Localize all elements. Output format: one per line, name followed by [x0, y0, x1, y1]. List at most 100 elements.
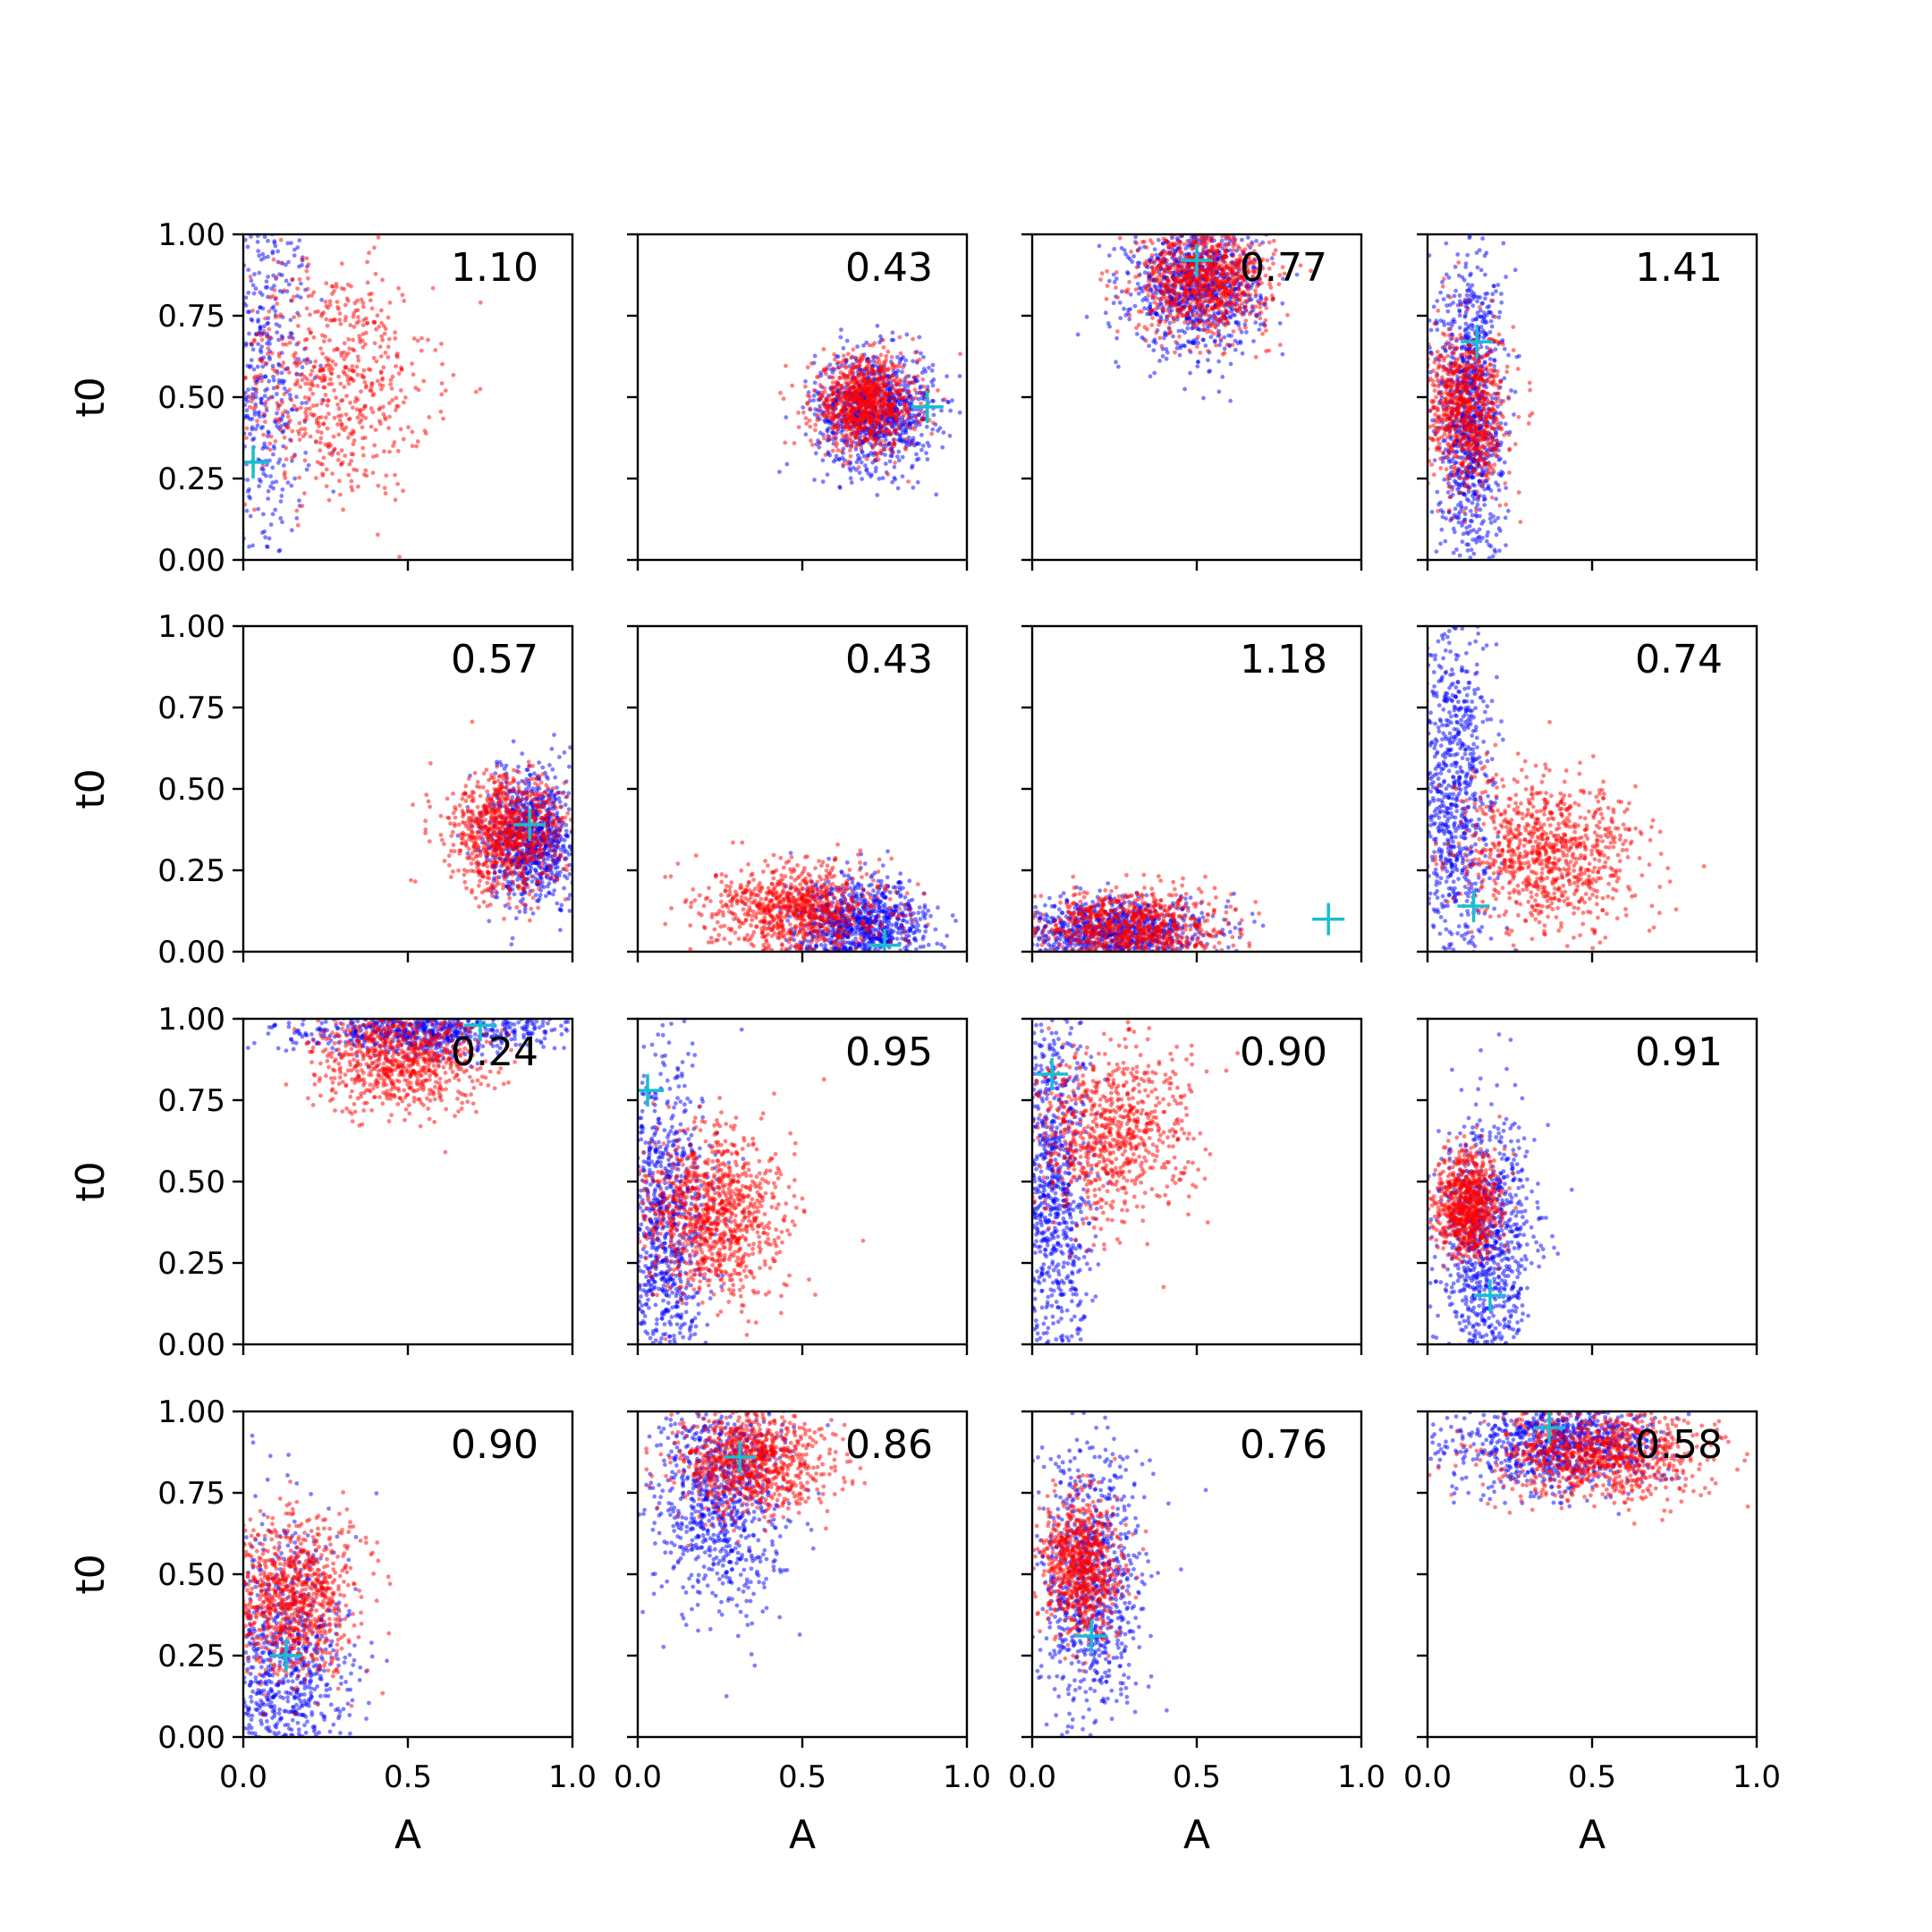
- scatter-point: [812, 380, 818, 386]
- scatter-point: [293, 351, 298, 356]
- scatter-point: [296, 357, 301, 361]
- y-tick-label: 0.50: [157, 380, 225, 416]
- scatter-point: [812, 353, 818, 359]
- scatter-point: [1268, 285, 1274, 290]
- scatter-point: [1196, 360, 1200, 364]
- scatter-point: [827, 410, 833, 415]
- scatter-point: [380, 337, 386, 343]
- scatter-point: [1163, 267, 1168, 272]
- scatter-point: [927, 365, 931, 370]
- subplot-3: 0.77: [1021, 226, 1363, 571]
- scatter-point: [1240, 351, 1245, 356]
- scatter-point: [339, 422, 344, 428]
- scatter-point: [1215, 304, 1220, 309]
- scatter-point: [1150, 293, 1156, 299]
- scatter-point: [890, 362, 894, 367]
- scatter-point: [1194, 344, 1199, 349]
- scatter-point: [401, 400, 406, 405]
- scatter-point: [280, 400, 284, 405]
- scatter-point: [1224, 228, 1229, 233]
- scatter-point: [888, 395, 894, 401]
- scatter-point: [375, 313, 380, 318]
- scatter-point: [1232, 295, 1237, 300]
- scatter-point: [919, 351, 923, 356]
- scatter-point: [1119, 289, 1124, 294]
- scatter-point: [1222, 346, 1227, 352]
- scatter-point: [1241, 279, 1246, 284]
- scatter-point: [1192, 340, 1198, 345]
- scatter-point: [346, 435, 351, 440]
- scatter-point: [889, 421, 894, 426]
- scatter-point: [1198, 351, 1203, 355]
- scatter-point: [329, 371, 335, 377]
- scatter-point: [1171, 334, 1175, 339]
- scatter-point: [282, 288, 286, 293]
- scatter-point: [327, 338, 332, 343]
- scatter-point: [257, 270, 262, 275]
- scatter-point: [438, 409, 444, 414]
- scatter-point: [1238, 262, 1242, 267]
- scatter-point: [917, 335, 922, 340]
- scatter-point: [858, 440, 863, 445]
- scatter-point: [1104, 296, 1109, 301]
- scatter-point: [284, 367, 290, 371]
- scatter-point: [1143, 338, 1148, 343]
- scatter-point: [930, 383, 936, 388]
- scatter-point: [894, 419, 899, 424]
- scatter-point: [318, 363, 323, 369]
- scatter-point: [857, 470, 862, 475]
- scatter-point: [778, 390, 783, 395]
- scatter-point: [317, 424, 321, 428]
- scatter-point: [259, 292, 265, 297]
- scatter-point: [1230, 343, 1235, 348]
- scatter-point: [339, 448, 344, 453]
- scatter-point: [1162, 335, 1166, 341]
- scatter-point: [360, 436, 365, 441]
- scatter-point: [1227, 226, 1232, 231]
- scatter-point: [1165, 288, 1170, 293]
- scatter-point: [258, 358, 264, 363]
- scatter-point: [826, 434, 830, 438]
- scatter-point: [904, 332, 910, 337]
- scatter-point: [261, 471, 267, 477]
- scatter-point: [247, 365, 252, 369]
- scatter-point: [838, 335, 843, 340]
- scatter-point: [1224, 243, 1229, 249]
- scatter-point: [1243, 318, 1249, 323]
- scatter-point: [1208, 335, 1214, 340]
- scatter-point: [895, 369, 901, 373]
- scatter-point: [1236, 292, 1241, 297]
- scatter-point: [285, 414, 291, 419]
- scatter-point: [294, 516, 300, 521]
- scatter-point: [250, 417, 255, 421]
- scatter-point: [253, 286, 258, 292]
- scatter-point: [1195, 280, 1199, 285]
- scatter-point: [356, 484, 360, 489]
- scatter-point: [387, 401, 392, 406]
- scatter-point: [1190, 326, 1194, 331]
- scatter-point: [1154, 279, 1159, 284]
- scatter-point: [284, 445, 289, 451]
- scatter-point: [325, 323, 330, 328]
- scatter-point: [849, 480, 854, 485]
- scatter-point: [1218, 302, 1224, 307]
- scatter-point: [1140, 240, 1145, 244]
- scatter-point: [355, 372, 360, 377]
- scatter-point: [439, 392, 445, 397]
- scatter-point: [321, 339, 326, 343]
- scatter-point: [324, 281, 329, 286]
- scatter-point: [902, 405, 908, 411]
- scatter-point: [1172, 251, 1176, 257]
- scatter-point: [1240, 282, 1244, 287]
- scatter-point: [303, 410, 308, 415]
- scatter-point: [330, 292, 335, 296]
- scatter-point: [1173, 300, 1178, 305]
- scatter-point: [784, 462, 790, 467]
- scatter-point: [292, 403, 297, 409]
- scatter-point: [297, 420, 302, 426]
- scatter-point: [1246, 228, 1250, 233]
- scatter-point: [285, 423, 291, 428]
- scatter-point: [305, 357, 310, 361]
- scatter-point: [1112, 247, 1117, 251]
- scatter-point: [306, 275, 310, 281]
